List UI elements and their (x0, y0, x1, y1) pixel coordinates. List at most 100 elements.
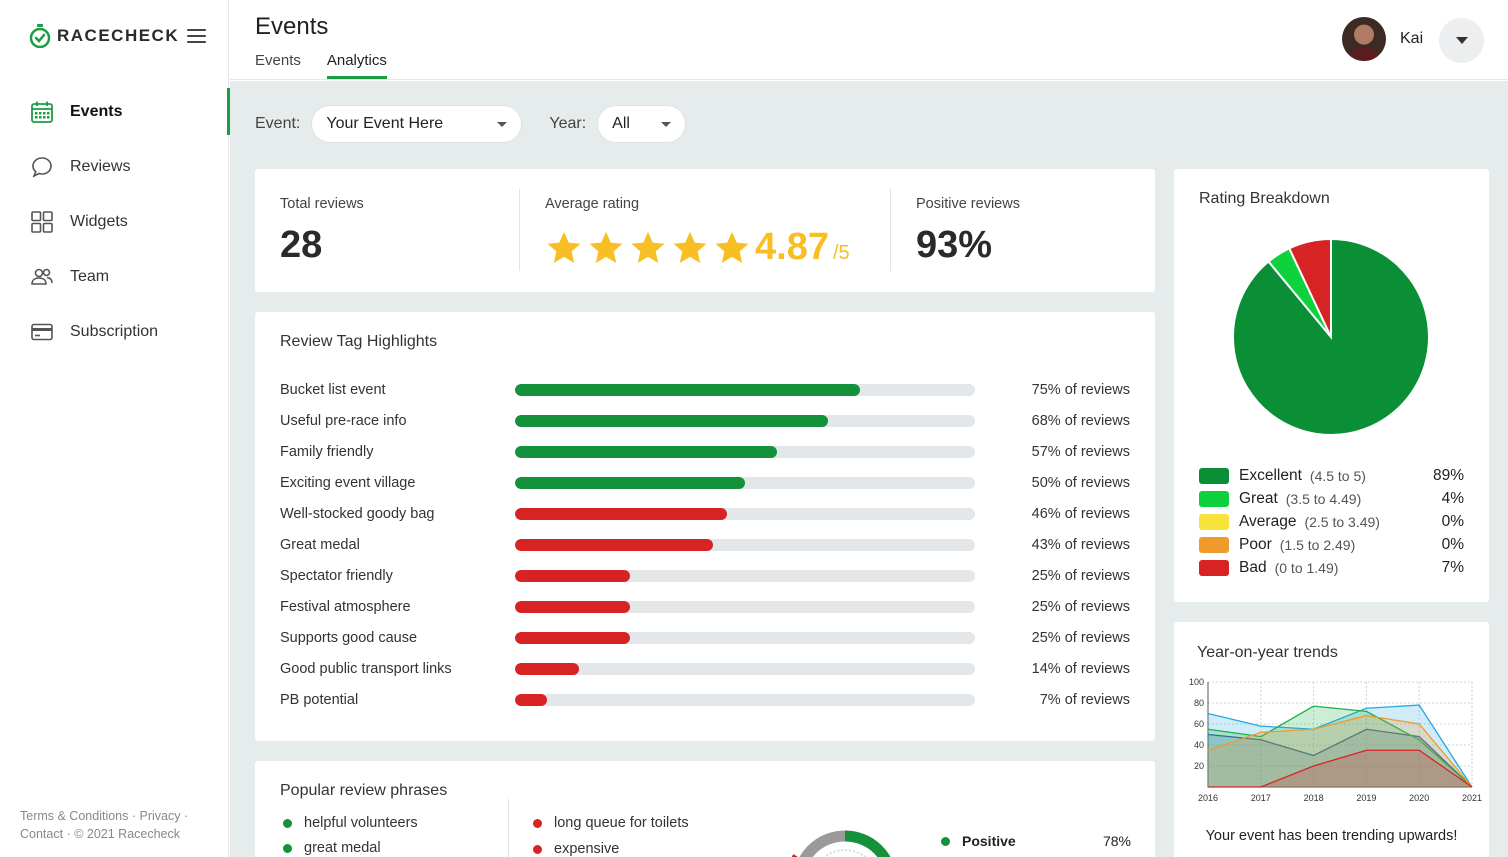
phrase-item: helpful volunteers (283, 815, 418, 831)
legend-swatch (1199, 514, 1229, 530)
tag-label: Bucket list event (280, 382, 386, 398)
y-tick-label: 40 (1194, 740, 1204, 750)
phrases-legend-positive: Positive 78% (941, 833, 1131, 849)
legend-label: Poor (1239, 536, 1272, 553)
legend-label: Average (1239, 513, 1297, 530)
chat-bubble-icon (30, 155, 54, 179)
tag-percentage: 43% of reviews (1031, 537, 1130, 553)
tag-row: Well-stocked goody bag 46% of reviews (280, 504, 1130, 524)
trend-area-0 (1208, 705, 1472, 787)
tag-label: PB potential (280, 692, 359, 708)
phrase-item: great medal (283, 840, 381, 856)
copyright-text: © 2021 Racecheck (74, 827, 181, 841)
pie-slice-bad[interactable] (1287, 237, 1332, 338)
sidebar-item-team[interactable]: Team (0, 253, 229, 300)
tab-events[interactable]: Events (255, 52, 301, 69)
card-title: Review Tag Highlights (280, 333, 438, 350)
negative-dot (533, 818, 542, 828)
tag-bar-track (515, 601, 975, 613)
total-reviews-label: Total reviews (280, 196, 364, 212)
rating-scale: /5 (832, 242, 850, 264)
tag-bar-fill (515, 663, 580, 675)
positive-reviews-label: Positive reviews (916, 196, 1020, 212)
rating-legend-row: Average (2.5 to 3.49) 0% (1199, 512, 1464, 532)
tag-bar-fill (515, 601, 630, 613)
tag-bar-track (515, 539, 975, 551)
phrase-text: helpful volunteers (304, 815, 418, 831)
people-icon (30, 265, 54, 289)
tag-bar-track (515, 508, 975, 520)
trend-line-1[interactable] (1207, 728, 1473, 788)
tag-bar-fill (515, 694, 548, 706)
tag-percentage: 50% of reviews (1031, 475, 1130, 491)
x-tick-label: 2016 (1198, 793, 1218, 803)
trend-line-3[interactable] (1207, 714, 1473, 788)
legend-range: (4.5 to 5) (1309, 468, 1366, 484)
rating-pie-chart (1232, 237, 1430, 436)
total-reviews-stat: Total reviews 28 (280, 169, 510, 292)
legend-range: (1.5 to 2.49) (1279, 537, 1356, 553)
footer-links: Terms & Conditions · Privacy · Contact ·… (20, 809, 189, 841)
event-select-value: Your Event Here (326, 115, 444, 132)
chevron-down-icon (497, 121, 508, 127)
sidebar-item-label: Subscription (70, 322, 159, 340)
divider (519, 189, 520, 271)
tag-label: Festival atmosphere (280, 599, 411, 615)
positive-reviews-stat: Positive reviews 93% (916, 169, 1146, 292)
legend-percentage: 89% (1432, 467, 1464, 484)
rating-legend-row: Great (3.5 to 4.49) 4% (1199, 489, 1464, 509)
legend-label: Bad (1239, 559, 1267, 576)
star-icon (589, 231, 623, 263)
chevron-down-icon (661, 121, 672, 127)
legend-percentage: 7% (1441, 559, 1464, 576)
tag-row: Useful pre-race info 68% of reviews (280, 411, 1130, 431)
tab-bar: Events Analytics (255, 52, 387, 79)
year-select[interactable]: All (597, 105, 687, 143)
sidebar-item-label: Widgets (70, 212, 128, 230)
logo-wordmark: RACECHECK (57, 26, 180, 45)
sidebar-item-events[interactable]: Events (0, 88, 230, 135)
contact-link[interactable]: Contact (20, 827, 64, 841)
popular-phrases-card: Popular review phrases helpful volunteer… (255, 761, 1155, 857)
tag-percentage: 57% of reviews (1031, 444, 1130, 460)
tab-analytics[interactable]: Analytics (326, 52, 387, 79)
event-select[interactable]: Your Event Here (311, 105, 523, 143)
tag-percentage: 46% of reviews (1031, 506, 1130, 522)
tag-percentage: 14% of reviews (1031, 661, 1130, 677)
trend-line-4[interactable] (1208, 749, 1473, 788)
legend-swatch (1199, 468, 1229, 484)
sidebar-item-reviews[interactable]: Reviews (0, 143, 229, 190)
terms-link[interactable]: Terms & Conditions (20, 809, 129, 823)
card-title: Popular review phrases (280, 782, 448, 799)
tag-row: Good public transport links 14% of review… (280, 659, 1130, 679)
y-tick-label: 20 (1194, 761, 1204, 771)
tag-label: Exciting event village (280, 475, 416, 491)
page-title: Events (255, 13, 329, 40)
sidebar-item-widgets[interactable]: Widgets (0, 198, 229, 245)
trend-area-2 (1208, 706, 1472, 787)
trend-area-4 (1208, 750, 1472, 787)
tag-label: Good public transport links (280, 661, 452, 677)
tag-bar-track (515, 663, 975, 675)
x-tick-label: 2020 (1409, 793, 1429, 803)
trend-line-0[interactable] (1207, 704, 1473, 788)
star-icon (715, 231, 749, 263)
negative-dot (533, 844, 542, 854)
racecheck-logo[interactable]: RACECHECK (29, 24, 179, 48)
privacy-link[interactable]: Privacy (139, 809, 181, 823)
legend-swatch (1199, 537, 1229, 553)
tag-bar-fill (515, 632, 630, 644)
sidebar-item-label: Events (70, 102, 123, 120)
review-tag-highlights-card: Review Tag Highlights Bucket list event 7… (255, 312, 1155, 741)
tag-bar-fill (515, 384, 860, 396)
menu-toggle-icon[interactable] (187, 29, 206, 43)
avatar[interactable] (1342, 17, 1386, 61)
user-menu-button[interactable] (1439, 18, 1484, 63)
legend-percentage: 0% (1441, 536, 1464, 553)
sidebar-nav: Events Reviews Widgets Team Subscription (0, 88, 230, 363)
x-tick-label: 2018 (1304, 793, 1324, 803)
summary-stats-card: Total reviews 28 Average rating 4.87 /5 … (255, 169, 1155, 292)
rating-legend-row: Bad (0 to 1.49) 7% (1199, 558, 1464, 578)
tag-label: Great medal (280, 537, 360, 553)
sidebar-item-subscription[interactable]: Subscription (0, 308, 229, 355)
